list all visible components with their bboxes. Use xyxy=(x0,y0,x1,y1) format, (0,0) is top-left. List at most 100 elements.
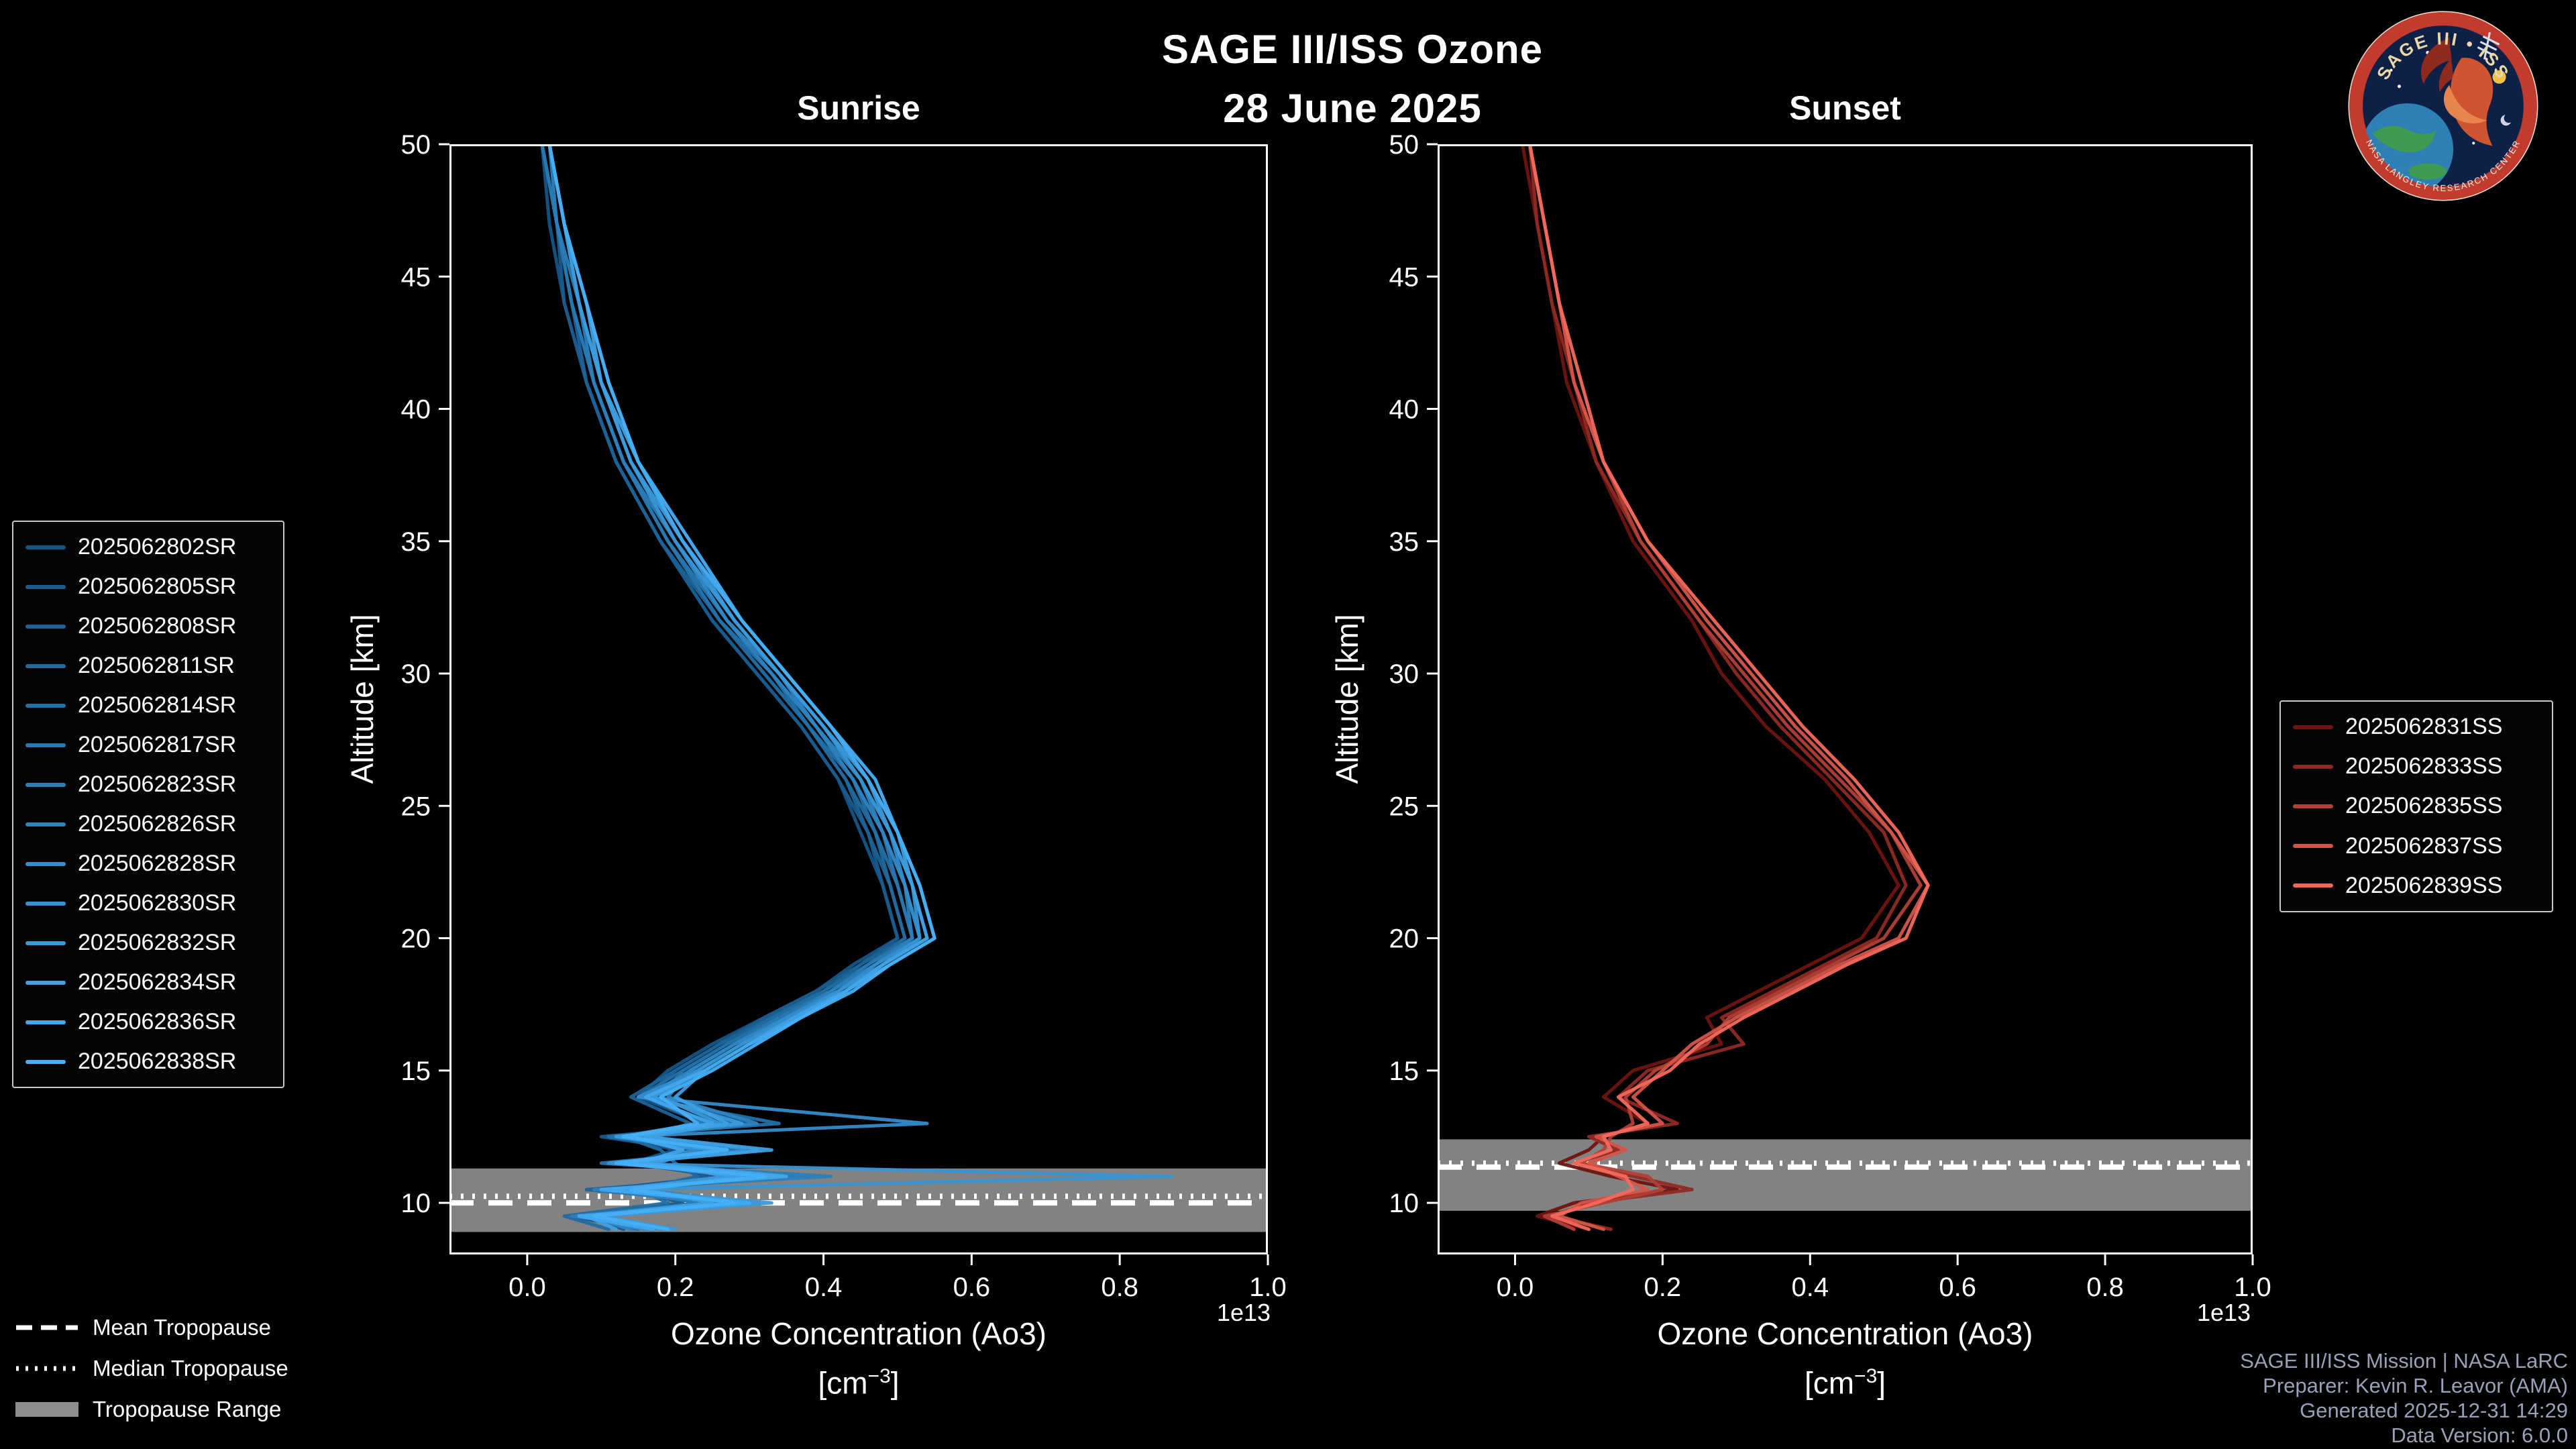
legend-item-2025062830SR: 2025062830SR xyxy=(25,890,271,916)
legend-label: 2025062828SR xyxy=(78,851,237,876)
axes-spines xyxy=(1438,144,2253,1254)
sunrise-chart-canvas: 10 15 20 25 30 35 40 45 50 0.0 0.2 0.4 0.6 0.8 1.0 xyxy=(401,130,1287,1302)
sunset-panel-title: Sunset xyxy=(1789,89,1901,127)
y-tick-label: 10 xyxy=(401,1189,431,1218)
footer-data-version-line: Data Version: 6.0.0 xyxy=(2391,1424,2568,1447)
series-line-2025062811SR xyxy=(540,144,907,1231)
series-line-2025062808SR xyxy=(540,144,907,1231)
mean-tropopause-label: Mean Tropopause xyxy=(93,1314,272,1340)
legend-line-sample xyxy=(25,861,66,866)
y-tick-label: 25 xyxy=(1389,792,1419,821)
mean-tropopause-legend-item: Mean Tropopause xyxy=(15,1307,288,1348)
y-tick-label: 15 xyxy=(1389,1057,1419,1086)
unit-exponent: −3 xyxy=(1854,1365,1878,1387)
legend-label: 2025062836SR xyxy=(78,1009,237,1034)
legend-label: 2025062811SR xyxy=(78,653,235,678)
sunset-x-axis-label-text: Ozone Concentration (Ao3) xyxy=(1657,1316,2033,1351)
tropopause-range-sample xyxy=(15,1401,78,1417)
legend-line-sample xyxy=(25,663,66,668)
legend-label: 2025062823SR xyxy=(78,771,237,797)
legend-item-2025062814SR: 2025062814SR xyxy=(25,692,271,718)
footer-mission-line: SAGE III/ISS Mission | NASA LaRC xyxy=(2240,1349,2568,1373)
tropopause-range-label: Tropopause Range xyxy=(93,1396,282,1421)
unit-close: ] xyxy=(890,1365,900,1401)
legend-label: 2025062830SR xyxy=(78,890,237,916)
legend-item-2025062837SS: 2025062837SS xyxy=(2293,833,2540,859)
y-tick-label: 30 xyxy=(1389,659,1419,689)
series-line-2025062837SS xyxy=(1527,144,1930,1231)
legend-item-2025062839SS: 2025062839SS xyxy=(2293,873,2540,899)
y-tick-label: 35 xyxy=(1389,527,1419,557)
sunset-series-group xyxy=(1520,144,1930,1231)
x-tick-label: 1.0 xyxy=(1249,1273,1287,1302)
mean-tropopause-dashed-sample xyxy=(16,1325,78,1330)
series-line-2025062833SS xyxy=(1527,144,1908,1231)
series-line-2025062830SR xyxy=(547,144,1173,1231)
y-tick-label: 25 xyxy=(401,792,431,821)
legend-label: 2025062834SR xyxy=(78,969,237,995)
series-line-2025062814SR xyxy=(540,144,914,1231)
logo-sun-icon xyxy=(2492,70,2506,84)
x-tick-label: 0.4 xyxy=(1791,1273,1829,1302)
unit-close: ] xyxy=(1877,1365,1886,1401)
x-tick-label: 0.0 xyxy=(508,1273,546,1302)
x-tick-label: 1.0 xyxy=(2234,1273,2271,1302)
unit-open: [cm xyxy=(818,1365,868,1401)
legend-label: 2025062826SR xyxy=(78,811,237,837)
y-tick-label: 40 xyxy=(401,395,431,425)
legend-label: 2025062835SS xyxy=(2345,793,2503,819)
legend-item-2025062833SS: 2025062833SS xyxy=(2293,753,2540,780)
legend-label: 2025062833SS xyxy=(2345,753,2503,780)
x-tick-label: 0.0 xyxy=(1497,1273,1534,1302)
series-line-2025062838SR xyxy=(547,144,936,1231)
y-tick-label: 50 xyxy=(1389,130,1419,160)
legend-item-2025062834SR: 2025062834SR xyxy=(25,969,271,996)
legend-label: 2025062817SR xyxy=(78,732,237,757)
tropopause-legend: Mean Tropopause Median Tropopause Tropop… xyxy=(15,1307,288,1430)
axes-spines xyxy=(449,144,1268,1254)
y-tick-label: 15 xyxy=(401,1057,431,1086)
legend-label: 2025062831SS xyxy=(2345,714,2503,740)
legend-label: 2025062808SR xyxy=(78,613,237,639)
legend-line-sample xyxy=(2293,844,2333,849)
series-line-2025062817SR xyxy=(540,144,914,1231)
legend-line-sample xyxy=(25,980,66,985)
legend-item-2025062826SR: 2025062826SR xyxy=(25,811,271,837)
footer-preparer-line: Preparer: Kevin R. Leavor (AMA) xyxy=(2263,1374,2568,1397)
x-tick-label: 0.6 xyxy=(1939,1273,1976,1302)
logo-allegorical-figure xyxy=(2421,38,2493,146)
tropopause-range-legend-item: Tropopause Range xyxy=(15,1389,288,1430)
median-tropopause-dotted-sample xyxy=(16,1366,78,1371)
sunrise-x-axis-label: Ozone Concentration (Ao3) [cm−3] xyxy=(449,1312,1268,1404)
legend-item-2025062817SR: 2025062817SR xyxy=(25,732,271,758)
legend-label: 2025062839SS xyxy=(2345,872,2503,898)
series-line-2025062832SR xyxy=(547,144,929,1231)
legend-line-sample xyxy=(2293,764,2333,769)
legend-item-2025062802SR: 2025062802SR xyxy=(25,534,271,560)
footer-credits: SAGE III/ISS Mission | NASA LaRC Prepare… xyxy=(2240,1348,2568,1448)
sunrise-x-axis-unit: [cm−3] xyxy=(449,1355,1268,1404)
legend-line-sample xyxy=(2293,804,2333,808)
logo-iss-icon xyxy=(2477,32,2500,60)
legend-line-sample xyxy=(25,584,66,589)
series-line-2025062831SS xyxy=(1520,144,1900,1231)
series-line-2025062836SR xyxy=(547,144,936,1231)
legend-line-sample xyxy=(25,822,66,826)
unit-open: [cm xyxy=(1804,1365,1855,1401)
legend-item-2025062836SR: 2025062836SR xyxy=(25,1009,271,1035)
series-line-2025062828SR xyxy=(547,144,929,1231)
legend-line-sample xyxy=(25,545,66,549)
series-line-2025062839SS xyxy=(1527,144,1930,1231)
legend-item-2025062823SR: 2025062823SR xyxy=(25,771,271,798)
sunrise-x-offset-label: 1e13 xyxy=(1216,1299,1271,1326)
legend-label: 2025062837SS xyxy=(2345,833,2503,859)
y-tick-label: 30 xyxy=(401,659,431,689)
median-tropopause-legend-item: Median Tropopause xyxy=(15,1348,288,1389)
series-line-2025062823SR xyxy=(547,144,914,1231)
sunrise-panel-title: Sunrise xyxy=(797,89,920,127)
sunset-x-axis-unit: [cm−3] xyxy=(1438,1355,2253,1404)
legend-line-sample xyxy=(2293,883,2333,888)
tropopause-range-band xyxy=(1438,1139,2253,1211)
y-tick-label: 45 xyxy=(401,262,431,292)
